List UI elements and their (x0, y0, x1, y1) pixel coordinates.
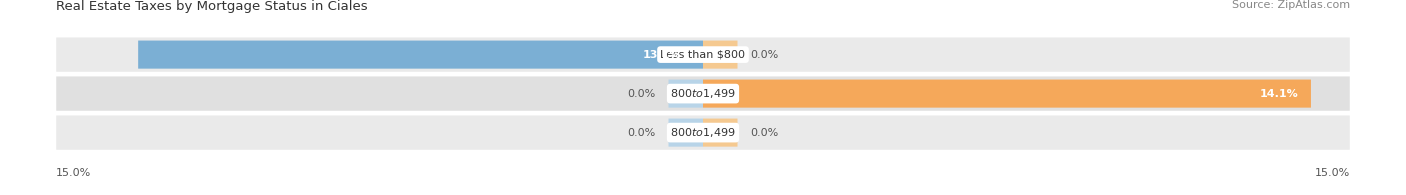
FancyBboxPatch shape (668, 80, 703, 108)
FancyBboxPatch shape (138, 41, 703, 69)
Legend: Without Mortgage, With Mortgage: Without Mortgage, With Mortgage (588, 191, 818, 195)
Text: 15.0%: 15.0% (1315, 168, 1350, 178)
Text: Source: ZipAtlas.com: Source: ZipAtlas.com (1232, 0, 1350, 10)
FancyBboxPatch shape (56, 115, 1350, 150)
FancyBboxPatch shape (703, 80, 1310, 108)
Text: 14.1%: 14.1% (1260, 89, 1298, 99)
FancyBboxPatch shape (703, 119, 738, 147)
Text: Real Estate Taxes by Mortgage Status in Ciales: Real Estate Taxes by Mortgage Status in … (56, 0, 368, 13)
Text: 15.0%: 15.0% (56, 168, 91, 178)
FancyBboxPatch shape (668, 119, 703, 147)
FancyBboxPatch shape (56, 76, 1350, 111)
FancyBboxPatch shape (703, 41, 738, 69)
Text: 0.0%: 0.0% (627, 128, 655, 138)
Text: $800 to $1,499: $800 to $1,499 (671, 126, 735, 139)
Text: 0.0%: 0.0% (627, 89, 655, 99)
Text: 13.1%: 13.1% (643, 50, 682, 60)
Text: $800 to $1,499: $800 to $1,499 (671, 87, 735, 100)
Text: Less than $800: Less than $800 (661, 50, 745, 60)
Text: 0.0%: 0.0% (751, 128, 779, 138)
Text: 0.0%: 0.0% (751, 50, 779, 60)
FancyBboxPatch shape (56, 37, 1350, 72)
